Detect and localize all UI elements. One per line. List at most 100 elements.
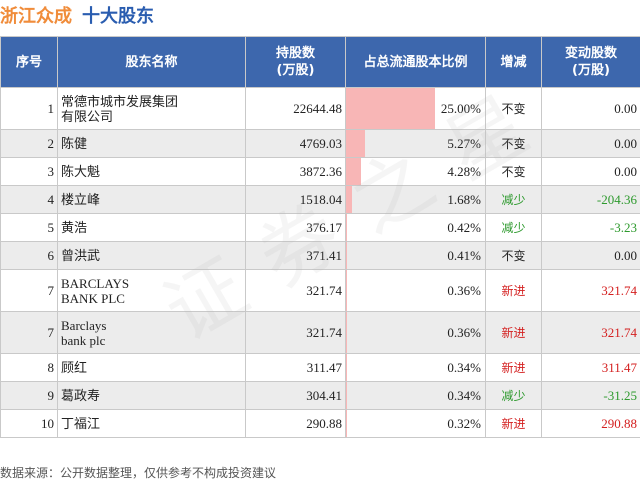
table-row: 1 常德市城市发展集团 有限公司 22644.48 25.00% 不变 0.00 <box>0 87 640 130</box>
ratio-cell: 0.42% <box>345 213 486 242</box>
table-row: 2 陈健 4769.03 5.27% 不变 0.00 <box>0 129 640 158</box>
section-title: 十大股东 <box>82 6 154 27</box>
row-index: 10 <box>0 409 58 438</box>
share-change: -204.36 <box>541 185 640 214</box>
header-index: 序号 <box>0 36 58 88</box>
ratio-cell: 0.34% <box>345 353 486 382</box>
change-direction: 减少 <box>485 185 542 214</box>
ratio-value: 0.41% <box>447 247 481 263</box>
share-change: 290.88 <box>541 409 640 438</box>
shares-held: 22644.48 <box>245 87 346 130</box>
change-direction: 减少 <box>485 213 542 242</box>
table-row: 5 黄浩 376.17 0.42% 减少 -3.23 <box>0 213 640 242</box>
share-change: -3.23 <box>541 213 640 242</box>
row-index: 9 <box>0 381 58 410</box>
page-title: 浙江众成 十大股东 <box>0 2 154 28</box>
ratio-cell: 0.41% <box>345 241 486 270</box>
ratio-bar <box>346 410 348 437</box>
ratio-cell: 5.27% <box>345 129 486 158</box>
shares-held: 321.74 <box>245 311 346 354</box>
shareholder-name: 黄浩 <box>57 213 246 242</box>
ratio-value: 0.42% <box>447 219 481 235</box>
change-direction: 不变 <box>485 87 542 130</box>
ratio-cell: 4.28% <box>345 157 486 186</box>
shares-held: 1518.04 <box>245 185 346 214</box>
shareholder-name: 陈健 <box>57 129 246 158</box>
header-ratio: 占总流通股本比例 <box>345 36 486 88</box>
row-index: 6 <box>0 241 58 270</box>
ratio-value: 0.34% <box>447 359 481 375</box>
change-direction: 新进 <box>485 311 542 354</box>
ratio-bar <box>346 270 348 311</box>
row-index: 2 <box>0 129 58 158</box>
row-index: 7 <box>0 269 58 312</box>
shareholder-name: 楼立峰 <box>57 185 246 214</box>
row-index: 3 <box>0 157 58 186</box>
ratio-bar <box>346 354 348 381</box>
change-direction: 新进 <box>485 409 542 438</box>
change-direction: 不变 <box>485 157 542 186</box>
shareholder-name: 丁福江 <box>57 409 246 438</box>
ratio-bar <box>346 130 365 157</box>
ratio-value: 1.68% <box>447 191 481 207</box>
ratio-cell: 0.34% <box>345 381 486 410</box>
ratio-bar <box>346 242 348 269</box>
ratio-cell: 1.68% <box>345 185 486 214</box>
table-row: 10 丁福江 290.88 0.32% 新进 290.88 <box>0 409 640 438</box>
ratio-bar <box>346 382 348 409</box>
change-direction: 不变 <box>485 241 542 270</box>
shares-held: 3872.36 <box>245 157 346 186</box>
ratio-bar <box>346 214 348 241</box>
share-change: -31.25 <box>541 381 640 410</box>
row-index: 5 <box>0 213 58 242</box>
shares-held: 304.41 <box>245 381 346 410</box>
header-change: 变动股数 (万股) <box>541 36 640 88</box>
table-header-row: 序号 股东名称 持股数 (万股) 占总流通股本比例 增减 变动股数 (万股) <box>0 36 640 88</box>
row-index: 7 <box>0 311 58 354</box>
share-change: 0.00 <box>541 157 640 186</box>
ratio-value: 5.27% <box>447 135 481 151</box>
header-name: 股东名称 <box>57 36 246 88</box>
shares-held: 321.74 <box>245 269 346 312</box>
shareholder-name: BARCLAYS BANK PLC <box>57 269 246 312</box>
change-direction: 不变 <box>485 129 542 158</box>
ratio-cell: 0.36% <box>345 311 486 354</box>
change-direction: 新进 <box>485 353 542 382</box>
ratio-value: 0.32% <box>447 415 481 431</box>
ratio-value: 25.00% <box>440 100 481 116</box>
share-change: 0.00 <box>541 87 640 130</box>
table-row: 3 陈大魁 3872.36 4.28% 不变 0.00 <box>0 157 640 186</box>
row-index: 1 <box>0 87 58 130</box>
ratio-cell: 0.32% <box>345 409 486 438</box>
ratio-bar <box>346 158 362 185</box>
row-index: 8 <box>0 353 58 382</box>
ratio-cell: 25.00% <box>345 87 486 130</box>
ratio-value: 0.36% <box>447 324 481 340</box>
ratio-value: 4.28% <box>447 163 481 179</box>
ratio-bar <box>346 312 348 353</box>
table-row: 4 楼立峰 1518.04 1.68% 减少 -204.36 <box>0 185 640 214</box>
change-direction: 减少 <box>485 381 542 410</box>
shares-held: 371.41 <box>245 241 346 270</box>
shares-held: 4769.03 <box>245 129 346 158</box>
shareholder-name: 葛政寿 <box>57 381 246 410</box>
shareholder-name: 陈大魁 <box>57 157 246 186</box>
ratio-value: 0.36% <box>447 282 481 298</box>
data-source-note: 数据来源：公开数据整理，仅供参考不构成投资建议 <box>0 466 277 480</box>
header-shares: 持股数 (万股) <box>245 36 346 88</box>
shareholder-name: 常德市城市发展集团 有限公司 <box>57 87 246 130</box>
company-name: 浙江众成 <box>0 6 72 27</box>
shareholder-name: 顾红 <box>57 353 246 382</box>
shares-held: 290.88 <box>245 409 346 438</box>
ratio-cell: 0.36% <box>345 269 486 312</box>
row-index: 4 <box>0 185 58 214</box>
change-direction: 新进 <box>485 269 542 312</box>
ratio-value: 0.34% <box>447 387 481 403</box>
share-change: 0.00 <box>541 241 640 270</box>
table-row: 7 Barclays bank plc 321.74 0.36% 新进 321.74 <box>0 311 640 354</box>
share-change: 311.47 <box>541 353 640 382</box>
table-row: 8 顾红 311.47 0.34% 新进 311.47 <box>0 353 640 382</box>
share-change: 321.74 <box>541 311 640 354</box>
table-row: 7 BARCLAYS BANK PLC 321.74 0.36% 新进 321.74 <box>0 269 640 312</box>
header-trend: 增减 <box>485 36 542 88</box>
